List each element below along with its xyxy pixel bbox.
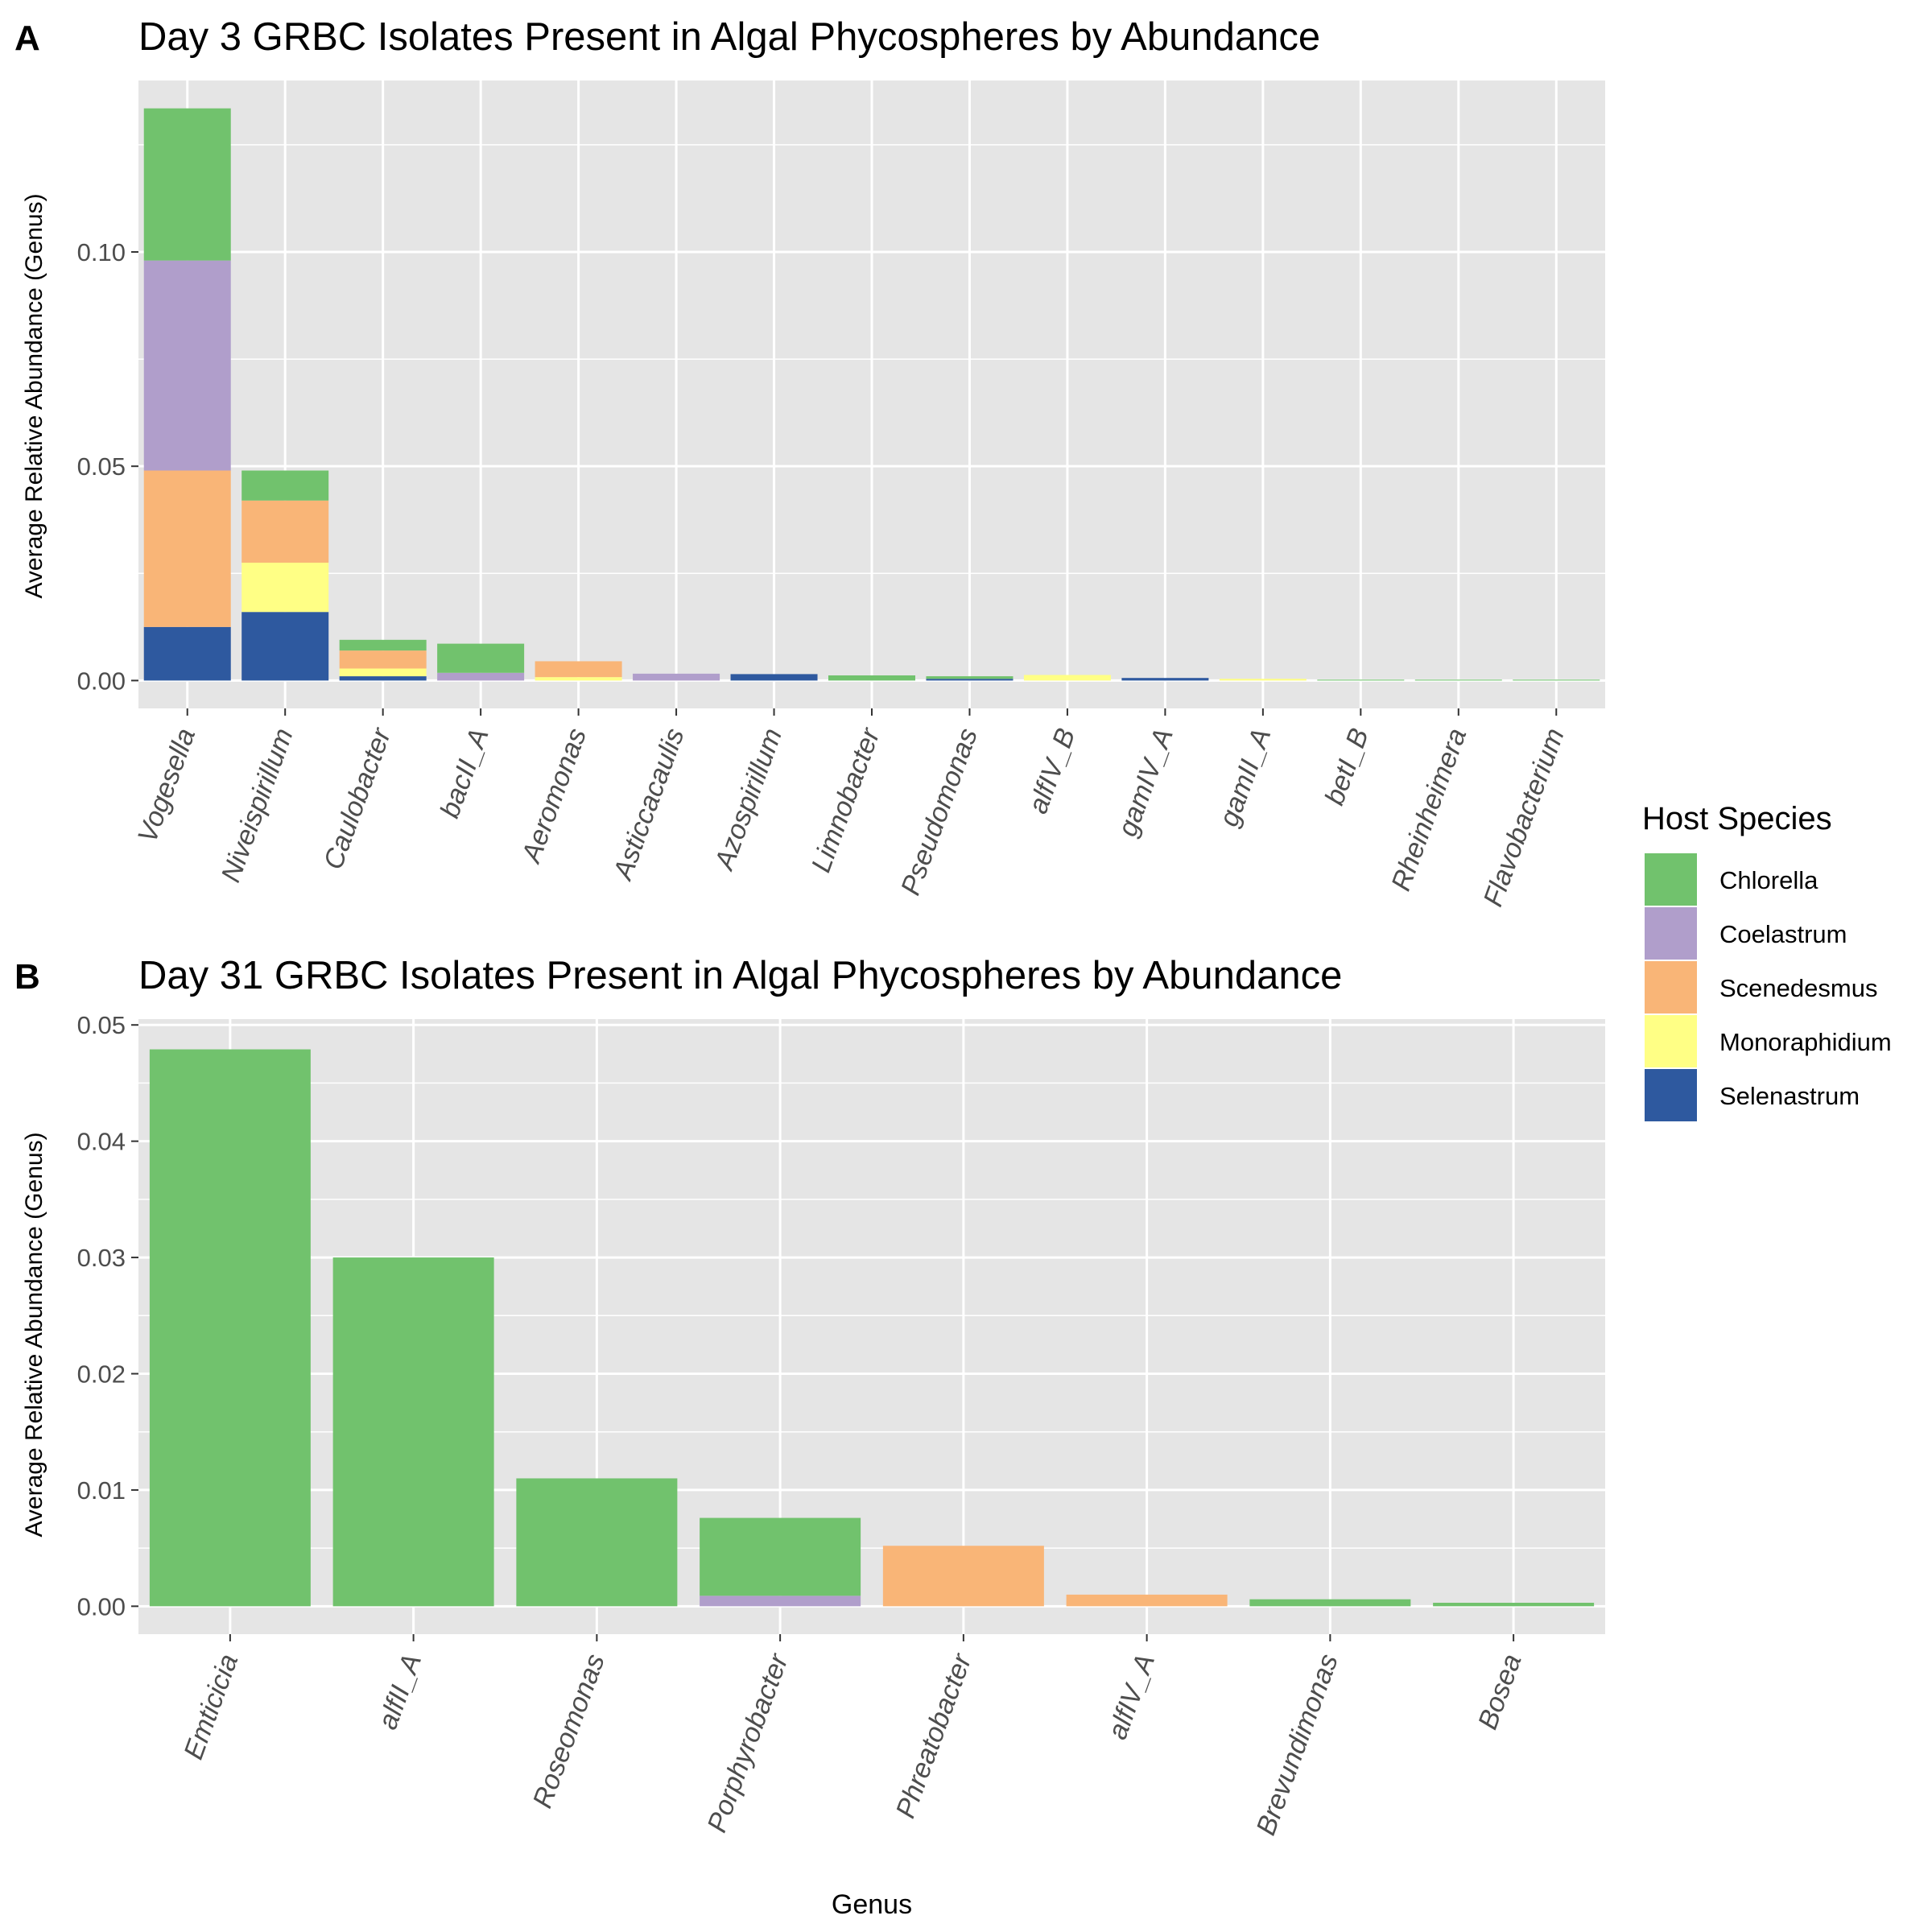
bar-segment-Caulobacter-Selenastrum: [339, 676, 427, 681]
bar-segment-alfIV_A-Scenedesmus: [1066, 1594, 1228, 1607]
y-tick-label: 0.04: [77, 1128, 126, 1156]
panel-b-ylabel: Average Relative Abundance (Genus): [21, 1132, 47, 1537]
bar-segment-Limnobacter-Chlorella: [828, 675, 915, 681]
bar-segment-gamII_A-Monoraphidium: [1219, 679, 1307, 681]
legend-label-coelastrum: Coelastrum: [1719, 920, 1847, 948]
panel-a-gridlines: [138, 80, 1605, 708]
bar-segment-Vogesella-Coelastrum: [143, 260, 231, 471]
x-tick-label-alfII_A: alfII_A: [372, 1650, 427, 1734]
x-tick-label-Porphyrobacter: Porphyrobacter: [701, 1649, 795, 1836]
x-tick-label-Vogesella: Vogesella: [132, 724, 201, 847]
bar-segment-Bosea-Chlorella: [1433, 1603, 1595, 1607]
panel-b: B Day 31 GRBC Isolates Present in Algal …: [14, 954, 1605, 1920]
bar-segment-alfIV_B-Monoraphidium: [1023, 675, 1111, 681]
legend-title: Host Species: [1642, 801, 1832, 836]
panel-a-x-axis: Vogesella Niveispirillum Caulobacter bacII_…: [132, 708, 1571, 910]
bar-segment-bacII_A-Coelastrum: [437, 672, 525, 681]
bar-segment-Rheinheimera-Chlorella: [1414, 679, 1502, 681]
panel-b-x-axis: Emticicia alfII_A Roseomonas Porphyrobacter…: [178, 1634, 1528, 1839]
y-tick-label: 0.00: [77, 667, 126, 695]
legend-swatch-chlorella: [1645, 853, 1697, 906]
x-tick-label-alfIV_B: alfIV_B: [1022, 724, 1081, 818]
bar-segment-Porphyrobacter-Coelastrum: [700, 1596, 861, 1607]
legend-swatch-coelastrum: [1645, 907, 1697, 960]
x-tick-label-Bosea: Bosea: [1472, 1650, 1528, 1734]
bar-segment-Pseudomonas-Selenastrum: [926, 679, 1013, 681]
bar-segment-Aeromonas-Scenedesmus: [535, 661, 622, 678]
legend-items: Chlorella Coelastrum Scenedesmus Monoraphid…: [1645, 853, 1892, 1121]
x-tick-label-gamIV_A: gamIV_A: [1112, 724, 1179, 840]
bar-segment-bacII_A-Chlorella: [437, 643, 525, 673]
y-tick-label: 0.00: [77, 1592, 126, 1620]
bar-segment-Roseomonas-Chlorella: [516, 1478, 678, 1607]
bar-segment-Azospirillum-Selenastrum: [730, 674, 818, 681]
bar-segment-Niveispirillum-Chlorella: [242, 470, 329, 501]
legend-label-monoraphidium: Monoraphidium: [1719, 1028, 1892, 1056]
legend-label-selenastrum: Selenastrum: [1719, 1082, 1860, 1110]
x-tick-label-Niveispirillum: Niveispirillum: [216, 724, 299, 886]
y-tick-label: 0.03: [77, 1244, 126, 1272]
y-tick-label: 0.05: [77, 1011, 126, 1039]
panel-b-bars: [149, 1049, 1595, 1607]
bar-segment-Caulobacter-Monoraphidium: [339, 668, 427, 677]
bar-segment-Aeromonas-Monoraphidium: [535, 677, 622, 681]
bar-segment-Asticcacaulis-Coelastrum: [633, 673, 720, 681]
bar-segment-Flavobacterium-Chlorella: [1513, 679, 1600, 681]
y-tick-label: 0.01: [77, 1476, 126, 1505]
x-tick-label-Emticicia: Emticicia: [178, 1650, 244, 1764]
bar-segment-Porphyrobacter-Chlorella: [700, 1517, 861, 1596]
y-tick-label: 0.05: [77, 452, 126, 481]
x-tick-label-Asticcacaulis: Asticcacaulis: [607, 724, 691, 886]
x-tick-label-Roseomonas: Roseomonas: [527, 1650, 611, 1812]
bar-segment-Pseudomonas-Chlorella: [926, 676, 1013, 679]
bar-segment-Niveispirillum-Scenedesmus: [242, 500, 329, 563]
panel-a: A Day 3 GRBC Isolates Present in Algal P…: [14, 15, 1605, 910]
panel-a-bars: [143, 108, 1600, 681]
legend: Host Species Chlorella Coelastrum Scenedes…: [1642, 801, 1892, 1121]
bar-segment-Caulobacter-Chlorella: [339, 639, 427, 651]
bar-segment-betI_B-Chlorella: [1317, 679, 1405, 681]
y-tick-label: 0.02: [77, 1360, 126, 1388]
x-tick-label-Caulobacter: Caulobacter: [318, 723, 398, 873]
bar-segment-Vogesella-Scenedesmus: [143, 470, 231, 627]
bar-segment-Vogesella-Chlorella: [143, 108, 231, 261]
x-tick-label-Rheinheimera: Rheinheimera: [1385, 724, 1472, 895]
bar-segment-Emticicia-Chlorella: [149, 1049, 311, 1607]
panel-a-ylabel: Average Relative Abundance (Genus): [21, 193, 47, 598]
legend-swatch-scenedesmus: [1645, 961, 1697, 1013]
bar-segment-Vogesella-Selenastrum: [143, 626, 231, 681]
panel-b-title: Day 31 GRBC Isolates Present in Algal Ph…: [138, 954, 1342, 997]
panel-b-y-axis: 0.00 0.01 0.02 0.03 0.04 0.05: [77, 1011, 138, 1620]
bar-segment-Niveispirillum-Monoraphidium: [242, 562, 329, 613]
x-tick-label-alfIV_A: alfIV_A: [1102, 1650, 1161, 1744]
legend-label-scenedesmus: Scenedesmus: [1719, 974, 1877, 1002]
panel-a-y-axis: 0.00 0.05 0.10: [77, 238, 138, 695]
x-tick-label-Aeromonas: Aeromonas: [515, 724, 592, 868]
legend-label-chlorella: Chlorella: [1719, 866, 1818, 894]
x-tick-label-Brevundimonas: Brevundimonas: [1250, 1650, 1344, 1839]
y-tick-label: 0.10: [77, 238, 126, 266]
x-tick-label-bacII_A: bacII_A: [435, 724, 495, 822]
x-tick-label-Limnobacter: Limnobacter: [806, 723, 886, 876]
panel-label-a: A: [14, 19, 40, 58]
x-tick-label-Pseudomonas: Pseudomonas: [895, 724, 984, 899]
bar-segment-gamIV_A-Selenastrum: [1121, 678, 1209, 681]
x-tick-label-Flavobacterium: Flavobacterium: [1478, 724, 1571, 910]
panel-label-b: B: [14, 957, 40, 997]
bar-segment-Phreatobacter-Scenedesmus: [882, 1546, 1044, 1607]
bar-segment-Brevundimonas-Chlorella: [1249, 1599, 1411, 1607]
x-tick-label-betI_B: betI_B: [1319, 724, 1375, 809]
panel-b-xlabel: Genus: [832, 1889, 912, 1920]
x-tick-label-Phreatobacter: Phreatobacter: [890, 1649, 978, 1822]
panel-a-title: Day 3 GRBC Isolates Present in Algal Phy…: [138, 15, 1320, 59]
bar-segment-Caulobacter-Scenedesmus: [339, 650, 427, 669]
legend-swatch-monoraphidium: [1645, 1015, 1697, 1067]
legend-swatch-selenastrum: [1645, 1069, 1697, 1121]
x-tick-label-Azospirillum: Azospirillum: [708, 724, 788, 875]
bar-segment-Niveispirillum-Selenastrum: [242, 612, 329, 681]
bar-segment-alfII_A-Chlorella: [332, 1257, 494, 1607]
x-tick-label-gamII_A: gamII_A: [1213, 724, 1277, 831]
